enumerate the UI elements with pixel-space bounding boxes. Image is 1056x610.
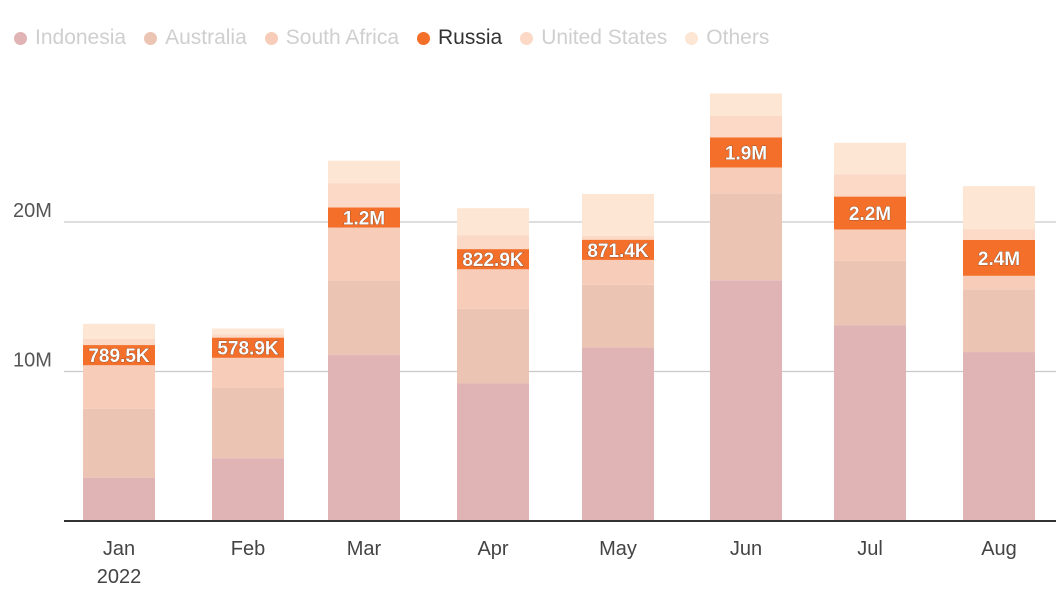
data-label-text: 871.4K <box>587 241 649 262</box>
bar-segment-united-states-mar <box>328 183 400 209</box>
bar-segment-others-mar <box>328 160 400 184</box>
legend-item-indonesia[interactable]: Indonesia <box>14 26 126 50</box>
bar-segment-indonesia-may <box>582 347 654 521</box>
x-tick-label-aug: Aug <box>981 538 1017 560</box>
data-label-text: 2.4M <box>978 249 1020 270</box>
data-label-box <box>212 337 284 358</box>
bar-segment-united-states-apr <box>457 235 529 254</box>
legend-swatch-indonesia <box>14 31 27 45</box>
data-label-feb: 578.9K <box>212 337 284 360</box>
data-label-text: 578.9K <box>217 339 279 360</box>
bar-segment-south-africa-jul <box>834 229 906 261</box>
bar-segment-australia-may <box>582 284 654 348</box>
x-tick-label-jun: Jun <box>730 538 762 560</box>
legend-label: United States <box>541 26 668 49</box>
x-tick-label-may: May <box>599 538 637 560</box>
data-label-jan: 789.5K <box>83 345 155 367</box>
data-label-box <box>83 345 155 366</box>
legend-swatch-others <box>685 31 699 45</box>
bar-segment-south-africa-aug <box>963 275 1035 290</box>
y-tick-label: 20M <box>13 200 52 222</box>
x-tick-label-jan: Jan <box>103 538 135 560</box>
legend-item-russia[interactable]: Russia <box>417 26 502 50</box>
data-label-box <box>834 198 906 229</box>
legend-swatch-south-africa <box>264 31 278 45</box>
bar-segment-australia-feb <box>212 387 284 459</box>
data-label-text: 2.2M <box>849 204 891 225</box>
bar-segment-indonesia-feb <box>212 458 284 521</box>
bar-segment-south-africa-may <box>582 256 654 285</box>
bar-segment-south-africa-apr <box>457 265 529 309</box>
bar-segment-others-jul <box>834 142 906 175</box>
bar-segment-others-may <box>582 194 654 236</box>
bar-segment-united-states-jan <box>83 338 155 350</box>
data-label-box <box>582 239 654 260</box>
data-label-apr: 822.9K <box>457 249 529 272</box>
legend-label: South Africa <box>285 26 400 49</box>
data-label-box <box>457 249 529 270</box>
bar-segment-united-states-jul <box>834 174 906 197</box>
bar-segment-united-states-may <box>582 235 654 244</box>
bar-segment-united-states-aug <box>963 229 1035 240</box>
data-label-box <box>963 242 1035 273</box>
bar-segment-others-apr <box>457 208 529 236</box>
x-tick-sublabel: 2022 <box>97 566 142 588</box>
bar-segment-others-jan <box>83 323 155 339</box>
legend-swatch-australia <box>144 31 158 45</box>
bar-segment-indonesia-apr <box>457 383 529 521</box>
bar-segment-others-jun <box>710 93 782 116</box>
bar-segment-australia-jan <box>83 408 155 478</box>
data-label-box <box>710 137 782 168</box>
legend-item-others[interactable]: Others <box>685 26 769 50</box>
bar-segment-south-africa-jan <box>83 361 155 409</box>
legend-label: Russia <box>438 26 503 49</box>
bar-segment-indonesia-jan <box>83 477 155 521</box>
legend-swatch-russia <box>417 31 431 45</box>
legend-swatch-united-states <box>520 31 534 45</box>
bar-segment-united-states-jun <box>710 115 782 139</box>
legend-label: Indonesia <box>35 26 127 49</box>
bar-segment-south-africa-mar <box>328 226 400 281</box>
bar-segment-australia-aug <box>963 289 1035 353</box>
data-label-text: 1.2M <box>343 209 385 230</box>
bar-segment-south-africa-jun <box>710 166 782 194</box>
bar-segment-australia-jul <box>834 260 906 326</box>
y-tick-label: 10M <box>13 350 52 372</box>
legend-item-south-africa[interactable]: South Africa <box>264 26 400 50</box>
data-label-text: 1.9M <box>725 143 767 164</box>
bar-segment-others-aug <box>963 186 1035 230</box>
bar-segment-australia-mar <box>328 280 400 356</box>
data-label-text: 822.9K <box>462 250 524 271</box>
x-tick-label-feb: Feb <box>231 538 265 560</box>
bar-segment-indonesia-jul <box>834 325 906 521</box>
bar-segment-south-africa-feb <box>212 352 284 388</box>
data-label-text: 789.5K <box>88 346 150 367</box>
bar-segment-indonesia-aug <box>963 352 1035 521</box>
bar-segment-indonesia-mar <box>328 355 400 521</box>
bar-segment-australia-jun <box>710 193 782 281</box>
legend-label: Australia <box>165 26 247 49</box>
data-label-box <box>328 207 400 228</box>
x-tick-label-apr: Apr <box>477 538 508 560</box>
legend-item-united-states[interactable]: United States <box>520 26 667 50</box>
x-tick-label-jul: Jul <box>857 538 883 560</box>
legend-label: Others <box>706 26 770 49</box>
data-label-mar: 1.2M <box>328 207 400 230</box>
data-label-jun: 1.9M <box>710 137 782 168</box>
chart-legend: Indonesia Australia South Africa Russia Unit… <box>14 22 769 54</box>
bar-segment-indonesia-jun <box>710 280 782 521</box>
data-label-may: 871.4K <box>582 239 654 262</box>
data-label-jul: 2.2M <box>834 198 906 229</box>
bar-segment-australia-apr <box>457 308 529 384</box>
legend-item-australia[interactable]: Australia <box>144 26 247 50</box>
data-label-aug: 2.4M <box>963 242 1035 273</box>
bar-segment-others-feb <box>212 328 284 335</box>
x-tick-label-mar: Mar <box>347 538 382 560</box>
